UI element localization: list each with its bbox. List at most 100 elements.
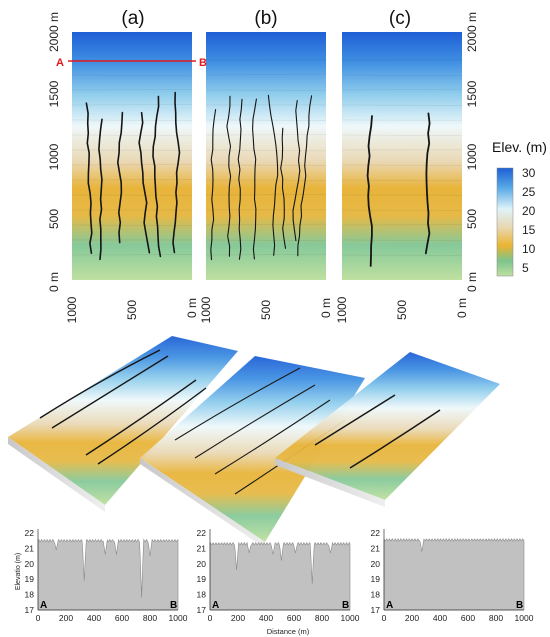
profile-x-tick: 600 xyxy=(115,613,129,623)
profile-end-label: B xyxy=(342,600,349,611)
map-channel xyxy=(424,112,431,255)
profile-start-label: A xyxy=(386,600,393,611)
legend-tick-30: 30 xyxy=(522,166,536,180)
map-channel xyxy=(237,98,243,260)
map-terrace-line xyxy=(341,164,463,166)
profile-x-tick: 800 xyxy=(143,613,157,623)
map-x-tick-a-1000: 1000 xyxy=(65,296,79,323)
map-terrace-line xyxy=(205,149,327,152)
profile-y-tick: 20 xyxy=(371,559,381,569)
profile-x-tick: 800 xyxy=(315,613,329,623)
profile-y-tick: 20 xyxy=(197,559,207,569)
legend-title: Elev. (m) xyxy=(492,139,547,155)
profile-y-tick: 18 xyxy=(371,590,381,600)
map-terrace-line xyxy=(71,134,193,137)
profile-x-axis-label: Distance (m) xyxy=(267,627,310,636)
map-y-tick-right-1000: 1000 xyxy=(465,143,479,170)
legend-tick-5: 5 xyxy=(522,261,529,275)
map-channel xyxy=(366,115,373,267)
map-channel xyxy=(152,95,162,258)
map-x-tick-b-500: 500 xyxy=(259,300,273,320)
profile-x-tick: 0 xyxy=(36,613,41,623)
map-terrace-line xyxy=(205,89,327,91)
map-x-tick-a-500: 500 xyxy=(125,300,139,320)
map-channel xyxy=(252,98,257,260)
map-y-tick-2000: 2000 m xyxy=(47,12,61,52)
legend-tick-25: 25 xyxy=(522,185,536,199)
map-terrace-line xyxy=(341,74,463,77)
map-channel xyxy=(226,95,232,257)
profile-x-tick: 400 xyxy=(87,613,101,623)
section-line-ab: A B xyxy=(56,57,207,69)
legend-tick-15: 15 xyxy=(522,223,536,237)
map-terrace-line xyxy=(341,179,463,181)
map-y-axis-left: 0 m 500 1000 1500 2000 m xyxy=(47,12,61,292)
map-channel xyxy=(172,91,181,254)
map-x-axis: 1000 500 0 m 1000 500 0 m 1000 500 0 m xyxy=(65,296,469,323)
map-terrace-line xyxy=(71,119,193,121)
map-terrace-line xyxy=(71,104,193,106)
map-y-tick-right-0: 0 m xyxy=(465,272,479,292)
map-channel xyxy=(267,94,279,256)
map-x-tick-b-0: 0 m xyxy=(319,298,333,318)
profile-y-tick: 21 xyxy=(197,543,207,553)
profile-x-tick: 0 xyxy=(208,613,213,623)
map-y-tick-1000: 1000 xyxy=(47,143,61,170)
map-terrace-line xyxy=(341,239,463,242)
map-x-tick-b-1000: 1000 xyxy=(199,296,213,323)
map-channel-network xyxy=(71,59,463,267)
profile-x-tick: 1000 xyxy=(169,613,188,623)
profile-y-tick: 20 xyxy=(25,559,35,569)
map-terrace-line xyxy=(71,163,193,166)
section-end-label: B xyxy=(199,57,207,69)
profile-x-tick: 800 xyxy=(489,613,503,623)
perspective-views xyxy=(8,336,500,548)
profile-y-tick: 22 xyxy=(371,528,381,538)
map-y-tick-right-500: 500 xyxy=(465,209,479,229)
profile-start-label: A xyxy=(212,600,219,611)
profile-y-tick: 21 xyxy=(371,543,381,553)
map-y-tick-right-2000: 2000 m xyxy=(465,12,479,52)
map-a xyxy=(72,32,192,280)
map-c xyxy=(342,32,462,280)
map-terrace-line xyxy=(341,88,463,91)
map-terrace-line xyxy=(341,104,463,106)
profile-y-tick: 22 xyxy=(197,528,207,538)
profile-x-tick: 200 xyxy=(405,613,419,623)
map-x-tick-c-0: 0 m xyxy=(455,298,469,318)
profile-y-tick: 18 xyxy=(25,590,35,600)
legend-colorbar xyxy=(496,167,514,277)
profile-y-axis-label: Elevatio (m) xyxy=(15,553,22,590)
elevation-map-panels xyxy=(71,32,463,280)
profile-x-tick: 400 xyxy=(433,613,447,623)
profile-x-tick: 1000 xyxy=(515,613,534,623)
profile-area xyxy=(37,538,179,611)
profile-end-label: B xyxy=(516,600,523,611)
profile-y-tick: 17 xyxy=(25,605,35,615)
profile-x-tick: 200 xyxy=(59,613,73,623)
map-y-tick-1500: 1500 xyxy=(47,80,61,107)
map-x-tick-c-1000: 1000 xyxy=(335,296,349,323)
map-terrace-line xyxy=(71,89,193,91)
profile-y-tick: 17 xyxy=(197,605,207,615)
map-terrace-line xyxy=(341,134,463,137)
section-start-label: A xyxy=(56,57,64,69)
map-channel xyxy=(297,95,313,257)
map-terrace-line xyxy=(71,254,193,256)
map-terrace-line xyxy=(205,239,327,242)
profile-y-tick: 22 xyxy=(25,528,35,538)
map-channel xyxy=(292,100,301,242)
profile-x-tick: 600 xyxy=(461,613,475,623)
panel-label-b: (b) xyxy=(254,8,277,29)
panel-label-c: (c) xyxy=(389,8,411,29)
map-y-axis-right: 0 m 500 1000 1500 2000 m xyxy=(465,12,479,292)
profile-x-tick: 400 xyxy=(259,613,273,623)
legend-tick-10: 10 xyxy=(522,242,536,256)
map-terrace-line xyxy=(205,223,327,226)
profile-x-tick: 200 xyxy=(231,613,245,623)
profile-end-label: B xyxy=(170,600,177,611)
profile-area xyxy=(209,541,351,611)
perspective-view-a xyxy=(8,336,238,512)
profile-y-tick: 19 xyxy=(25,574,35,584)
